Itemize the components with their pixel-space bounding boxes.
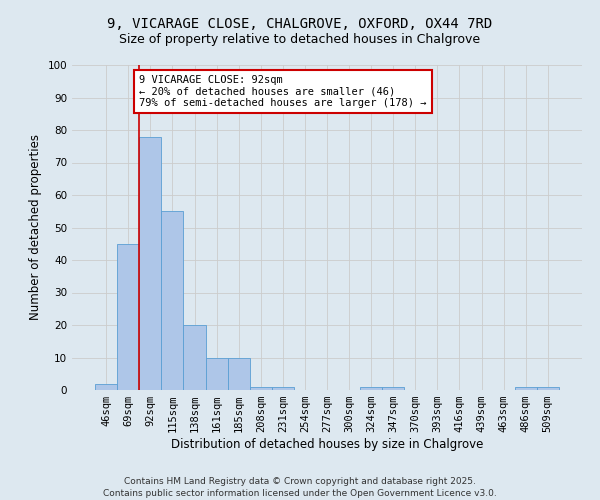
Text: Size of property relative to detached houses in Chalgrove: Size of property relative to detached ho… — [119, 32, 481, 46]
Bar — [537, 387, 559, 390]
Bar — [139, 136, 161, 390]
Bar — [360, 387, 382, 390]
Bar — [117, 244, 139, 390]
Bar — [515, 387, 537, 390]
Bar — [161, 211, 184, 390]
Text: Contains HM Land Registry data © Crown copyright and database right 2025.
Contai: Contains HM Land Registry data © Crown c… — [103, 476, 497, 498]
Bar — [250, 387, 272, 390]
Y-axis label: Number of detached properties: Number of detached properties — [29, 134, 42, 320]
Bar — [272, 387, 294, 390]
Bar — [227, 358, 250, 390]
Bar — [382, 387, 404, 390]
Text: 9, VICARAGE CLOSE, CHALGROVE, OXFORD, OX44 7RD: 9, VICARAGE CLOSE, CHALGROVE, OXFORD, OX… — [107, 18, 493, 32]
Bar — [95, 384, 117, 390]
Bar — [206, 358, 227, 390]
Bar — [184, 325, 206, 390]
Text: 9 VICARAGE CLOSE: 92sqm
← 20% of detached houses are smaller (46)
79% of semi-de: 9 VICARAGE CLOSE: 92sqm ← 20% of detache… — [139, 74, 427, 108]
X-axis label: Distribution of detached houses by size in Chalgrove: Distribution of detached houses by size … — [171, 438, 483, 451]
